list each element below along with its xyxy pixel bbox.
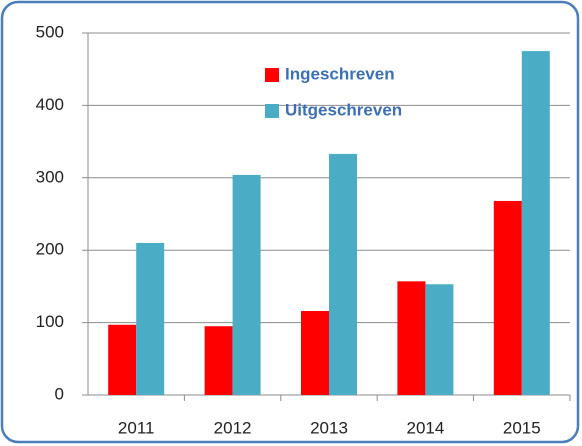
bar: [397, 281, 426, 395]
bar: [521, 51, 550, 395]
bar: [425, 284, 454, 395]
bar: [108, 324, 137, 395]
y-tick-label: 300: [36, 167, 64, 186]
y-tick-label: 200: [36, 240, 64, 259]
bar: [232, 174, 261, 395]
legend-swatch: [265, 68, 279, 82]
bar: [204, 326, 233, 395]
x-tick-label: 2012: [214, 418, 252, 437]
y-tick-label: 400: [36, 95, 64, 114]
x-tick-label: 2013: [310, 418, 348, 437]
bar: [301, 311, 329, 395]
legend-label: Ingeschreven: [285, 64, 395, 83]
y-tick-label: 500: [36, 22, 64, 41]
y-tick-label: 100: [36, 312, 64, 331]
bar: [329, 153, 357, 395]
bar: [493, 200, 522, 395]
x-tick-label: 2015: [503, 418, 541, 437]
legend-label: Uitgeschreven: [285, 100, 402, 119]
y-tick-label: 0: [55, 384, 64, 403]
bar: [136, 242, 165, 395]
x-tick-label: 2014: [406, 418, 444, 437]
x-tick-label: 2011: [118, 418, 155, 437]
legend-swatch: [265, 104, 279, 118]
